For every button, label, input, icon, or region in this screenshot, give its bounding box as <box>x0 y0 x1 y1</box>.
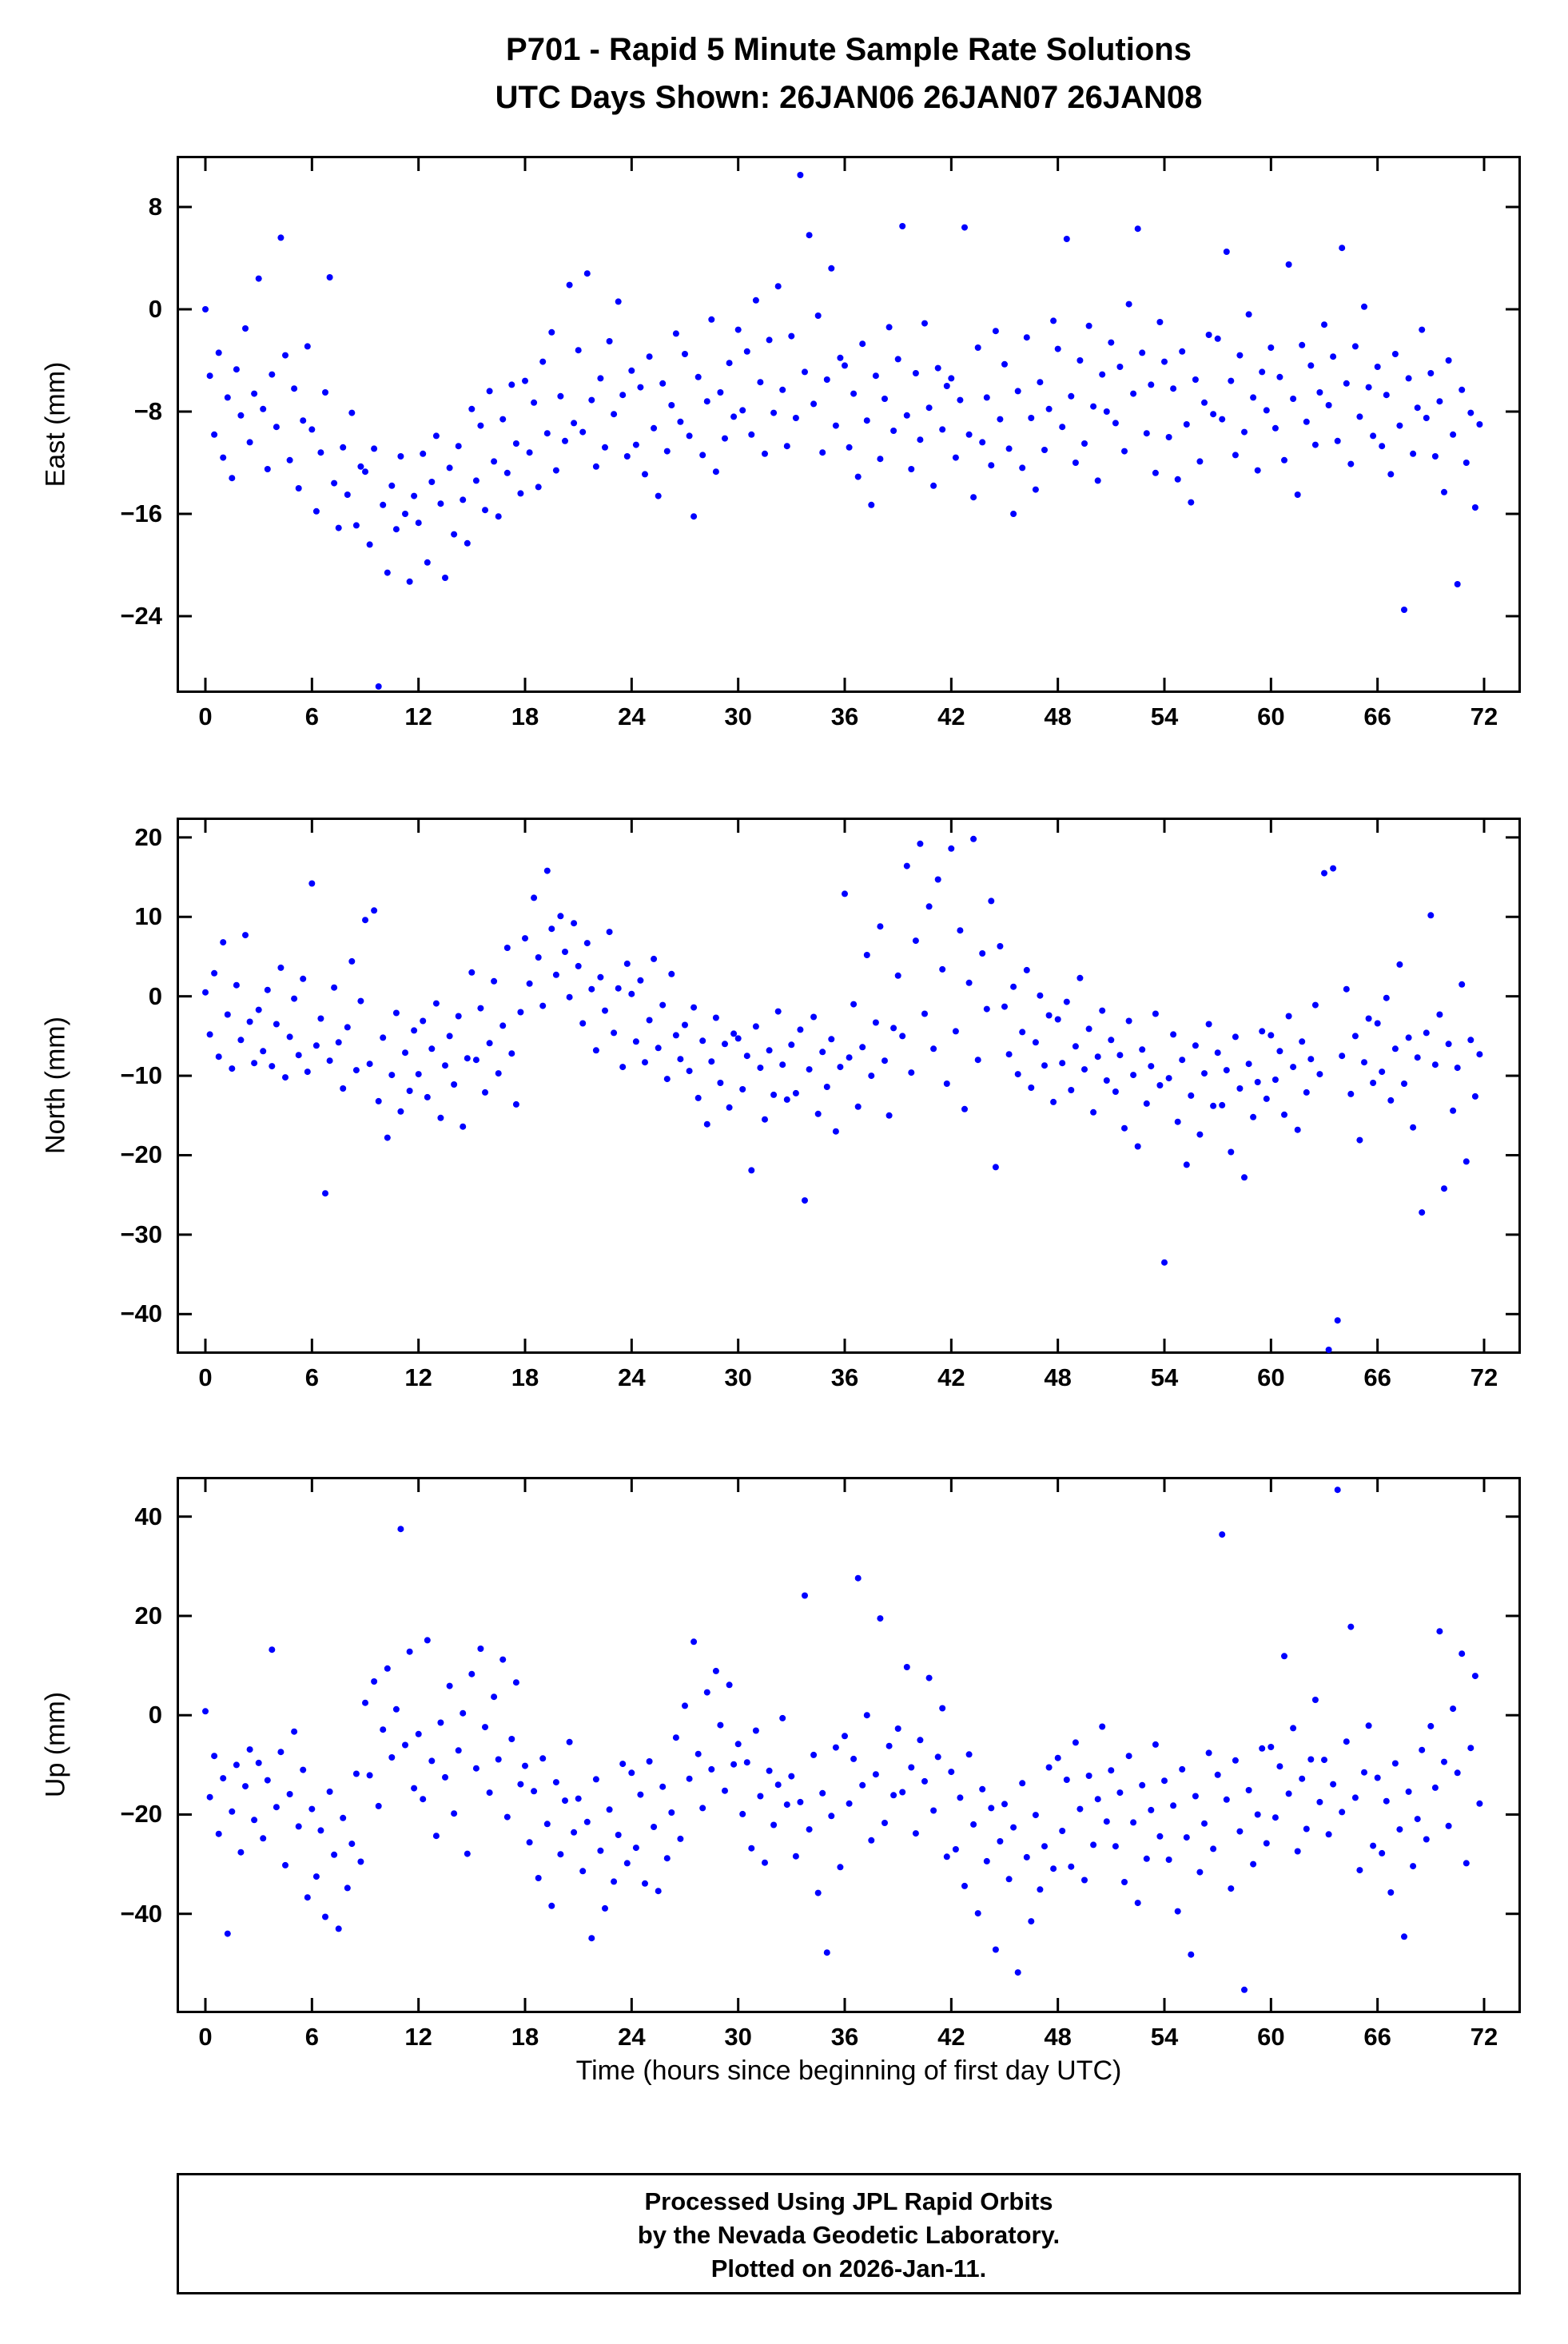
y-tick-label: 10 <box>134 902 162 931</box>
y-tick-label: 0 <box>148 981 162 1010</box>
y-tick-label: 20 <box>134 1601 162 1630</box>
y-tick-label: −24 <box>120 602 162 630</box>
x-tick-label: 24 <box>618 1363 646 1391</box>
x-tick-label: 66 <box>1363 2023 1391 2051</box>
x-tick-label: 24 <box>618 702 646 730</box>
x-tick-label: 24 <box>618 2023 646 2051</box>
y-tick-label: −40 <box>120 1299 162 1328</box>
x-tick-label: 42 <box>937 2023 965 2051</box>
x-tick-label: 0 <box>198 2023 213 2051</box>
y-tick-label: −8 <box>133 397 162 425</box>
x-tick-label: 66 <box>1363 1363 1391 1391</box>
x-tick-label: 54 <box>1150 2023 1179 2051</box>
x-tick-label: 36 <box>830 2023 859 2051</box>
east-panel-frame <box>177 156 1521 693</box>
y-tick-label: 0 <box>148 295 162 323</box>
x-tick-label: 72 <box>1470 1363 1498 1391</box>
footer-box: Processed Using JPL Rapid Orbits by the … <box>177 2173 1521 2294</box>
x-tick-label: 48 <box>1044 1363 1072 1391</box>
y-tick-label: 40 <box>134 1502 162 1530</box>
y-tick-label: 20 <box>134 822 162 851</box>
x-tick-label: 12 <box>404 1363 432 1391</box>
x-tick-label: 18 <box>511 702 539 730</box>
y-tick-label: −20 <box>120 1140 162 1169</box>
x-tick-label: 12 <box>404 2023 432 2051</box>
x-tick-label: 48 <box>1044 702 1072 730</box>
north-panel-frame <box>177 818 1521 1354</box>
footer-line-3: Plotted on 2026-Jan-11. <box>710 2254 987 2282</box>
x-tick-label: 72 <box>1470 2023 1498 2051</box>
x-tick-label: 0 <box>198 702 213 730</box>
up-panel-frame <box>177 1477 1521 2013</box>
footer-line-2: by the Nevada Geodetic Laboratory. <box>637 2221 1061 2249</box>
x-tick-label: 6 <box>304 702 319 730</box>
x-tick-label: 66 <box>1363 702 1391 730</box>
x-tick-label: 54 <box>1150 1363 1179 1391</box>
x-tick-label: 36 <box>830 1363 859 1391</box>
y-tick-label: −30 <box>120 1220 162 1248</box>
y-tick-label: 0 <box>148 1701 162 1729</box>
x-tick-label: 42 <box>937 702 965 730</box>
up-axis-label: Up (mm) <box>40 1691 71 1798</box>
x-tick-label: 0 <box>198 1363 213 1391</box>
x-tick-label: 36 <box>830 702 859 730</box>
y-tick-label: −16 <box>120 499 162 527</box>
x-tick-label: 60 <box>1257 1363 1285 1391</box>
y-tick-label: −10 <box>120 1061 162 1090</box>
x-axis-label: Time (hours since beginning of first day… <box>575 2055 1122 2086</box>
footer-line-1: Processed Using JPL Rapid Orbits <box>644 2187 1053 2215</box>
x-tick-label: 42 <box>937 1363 965 1391</box>
x-tick-label: 18 <box>511 1363 539 1391</box>
x-tick-label: 60 <box>1257 2023 1285 2051</box>
x-tick-label: 30 <box>724 702 752 730</box>
x-tick-label: 12 <box>404 702 432 730</box>
x-tick-label: 6 <box>304 2023 319 2051</box>
y-tick-label: −40 <box>120 1899 162 1928</box>
north-axis-label: North (mm) <box>40 1017 71 1154</box>
x-tick-label: 54 <box>1150 702 1179 730</box>
page-subtitle: UTC Days Shown: 26JAN06 26JAN07 26JAN08 <box>495 80 1203 115</box>
x-tick-label: 6 <box>304 1363 319 1391</box>
x-tick-label: 72 <box>1470 702 1498 730</box>
x-tick-label: 60 <box>1257 702 1285 730</box>
y-tick-label: 8 <box>148 193 162 221</box>
page-title: P701 - Rapid 5 Minute Sample Rate Soluti… <box>506 32 1192 67</box>
y-tick-label: −20 <box>120 1800 162 1829</box>
x-tick-label: 48 <box>1044 2023 1072 2051</box>
x-tick-label: 30 <box>724 1363 752 1391</box>
x-tick-label: 30 <box>724 2023 752 2051</box>
x-tick-label: 18 <box>511 2023 539 2051</box>
east-axis-label: East (mm) <box>40 361 71 488</box>
